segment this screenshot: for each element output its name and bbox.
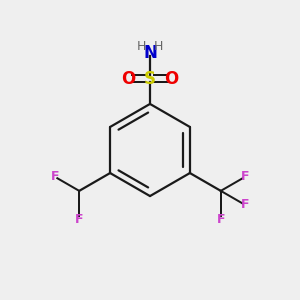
Text: H: H — [136, 40, 146, 53]
Text: F: F — [75, 213, 83, 226]
Text: F: F — [241, 199, 250, 212]
Text: H: H — [154, 40, 164, 53]
Text: O: O — [164, 70, 178, 88]
Text: N: N — [143, 44, 157, 62]
Text: F: F — [50, 170, 59, 183]
Text: S: S — [144, 70, 156, 88]
Text: F: F — [241, 170, 250, 183]
Text: F: F — [217, 213, 225, 226]
Text: O: O — [122, 70, 136, 88]
